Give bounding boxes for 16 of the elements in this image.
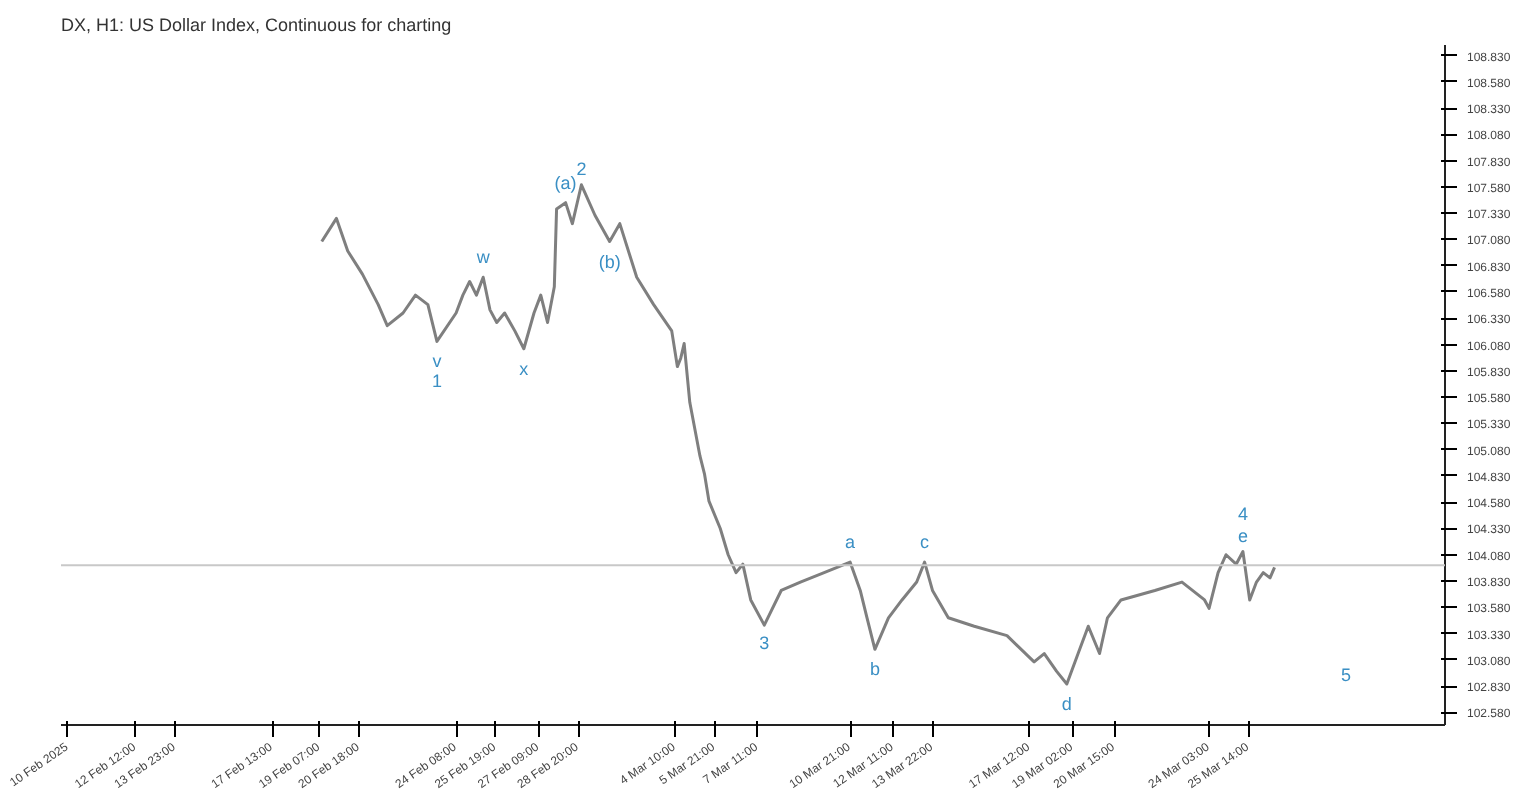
annotation: c: [920, 532, 931, 553]
annotation: a: [845, 532, 856, 553]
annotation: 1: [431, 371, 442, 392]
chart-title: DX, H1: US Dollar Index, Continuous for charting: [61, 15, 452, 35]
annotation: (b): [598, 251, 621, 272]
annotation: 5: [1341, 665, 1352, 685]
annotation: x: [519, 358, 530, 379]
annotation: w: [474, 247, 491, 268]
annotation: 2: [576, 158, 587, 179]
annotation: v: [432, 351, 443, 372]
annotation: 3: [759, 633, 770, 654]
annotation: b: [869, 659, 880, 680]
annotation: 4: [1237, 503, 1248, 524]
annotation: (a): [554, 172, 577, 193]
annotation: d: [1061, 694, 1072, 715]
annotation: e: [1237, 525, 1248, 546]
